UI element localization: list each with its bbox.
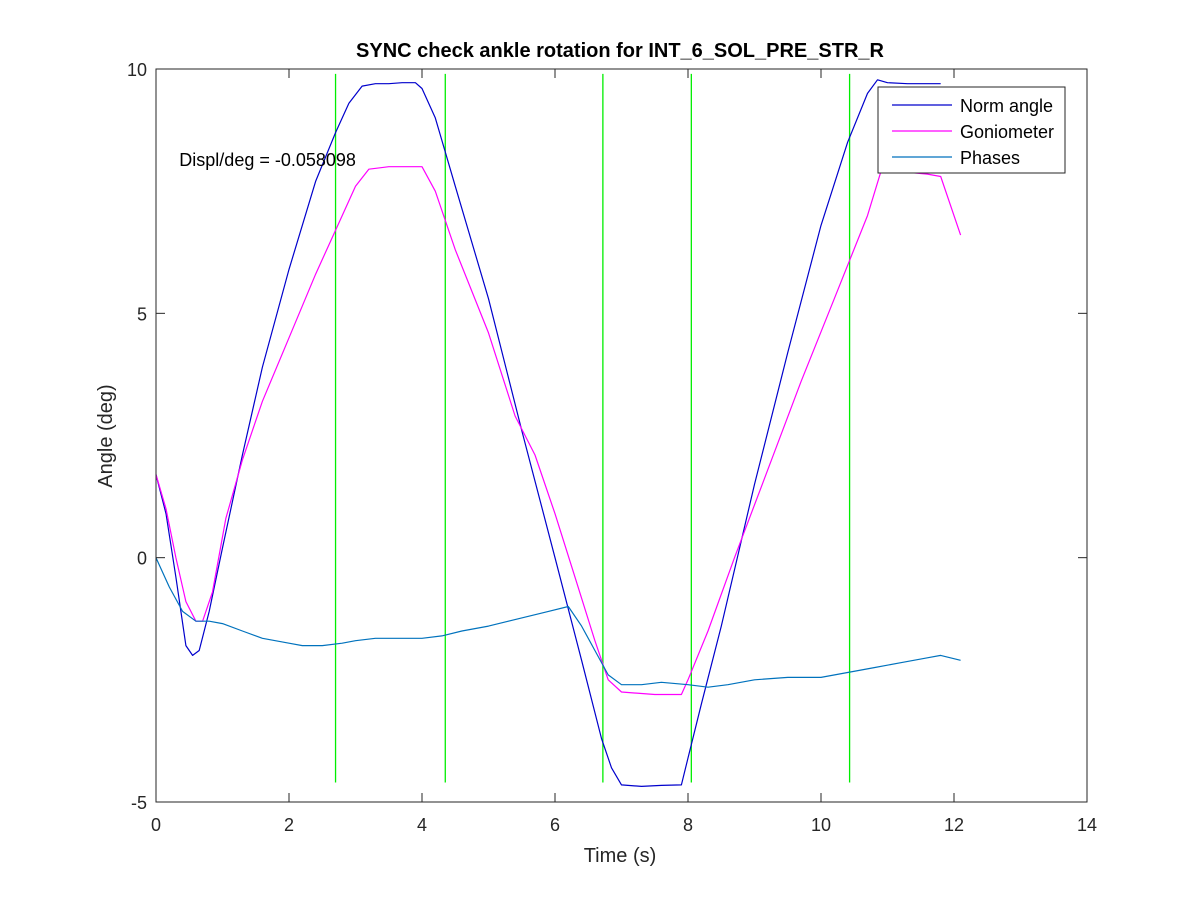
legend-label: Goniometer: [960, 122, 1054, 142]
y-tick-label: 5: [137, 304, 147, 324]
x-tick-label: 12: [944, 815, 964, 835]
vertical-markers: [334, 73, 851, 783]
chart-title: SYNC check ankle rotation for INT_6_SOL_…: [356, 40, 884, 62]
x-axis-label: Time (s): [584, 845, 657, 867]
legend: Norm angle Goniometer Phases: [877, 86, 1066, 174]
x-tick-label: 4: [417, 815, 427, 835]
x-tick-label: 8: [683, 815, 693, 835]
plot-area: [156, 69, 1087, 802]
y-ticks: -5 0 5 10: [127, 60, 1087, 813]
x-tick-label: 10: [811, 815, 831, 835]
y-tick-label: 10: [127, 60, 147, 80]
legend-box: [877, 86, 1066, 174]
x-tick-label: 0: [151, 815, 161, 835]
series-line-goniometer: [155, 166, 962, 696]
x-tick-label: 2: [284, 815, 294, 835]
displ-per-deg-annotation: Displ/deg = -0.058098: [179, 150, 356, 170]
series-line-norm-angle: [155, 79, 941, 788]
x-tick-label: 6: [550, 815, 560, 835]
legend-label: Norm angle: [960, 96, 1053, 116]
x-ticks: 0 2 4 6 8 10 12 14: [151, 69, 1097, 835]
series-lines: [155, 79, 962, 788]
y-tick-label: -5: [131, 793, 147, 813]
axes-box: [155, 68, 1088, 803]
y-axis-label: Angle (deg): [95, 384, 117, 487]
legend-label: Phases: [960, 148, 1020, 168]
y-tick-label: 0: [137, 549, 147, 569]
x-tick-label: 14: [1077, 815, 1097, 835]
series-line-phases: [155, 557, 961, 688]
